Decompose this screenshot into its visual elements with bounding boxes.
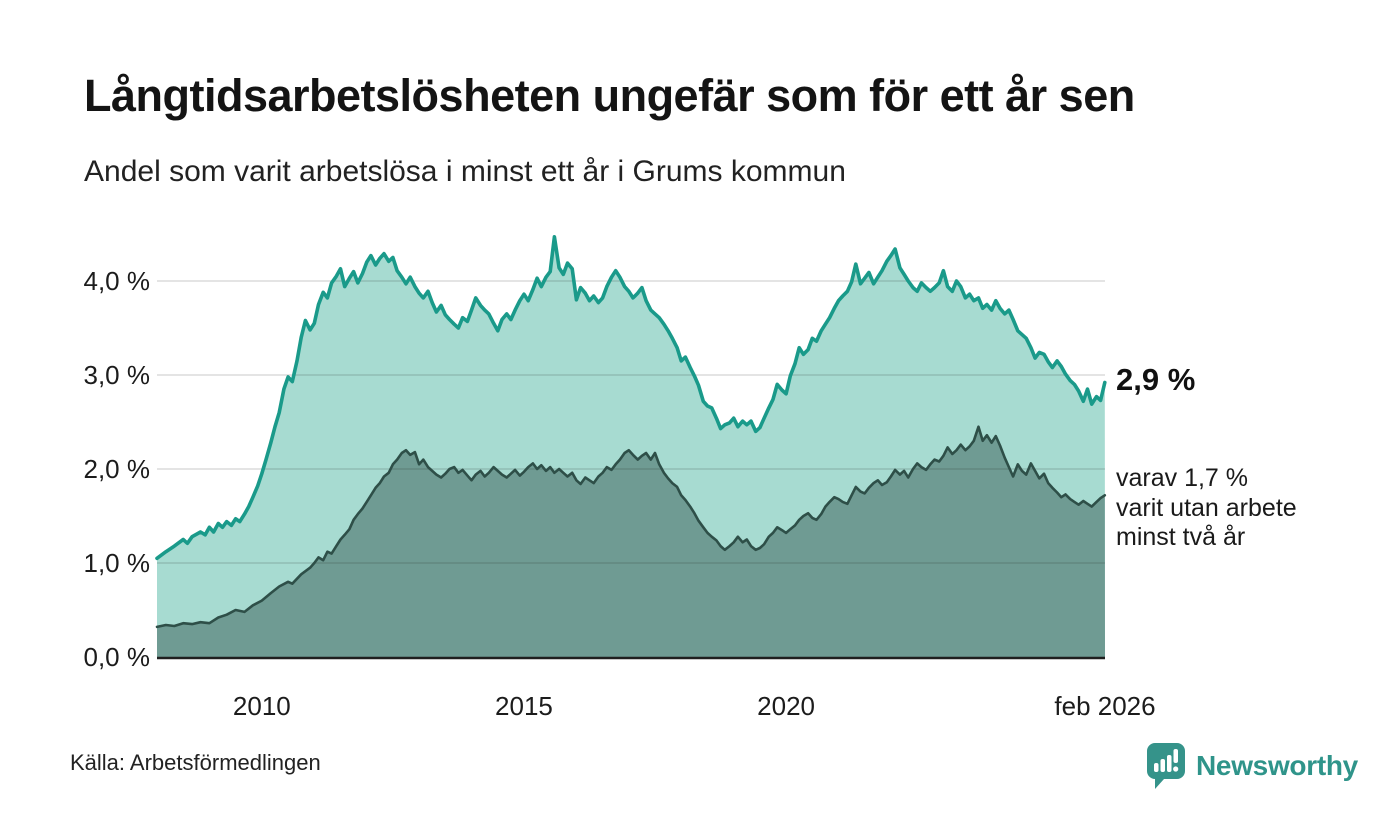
x-tick-label: 2020 — [757, 691, 816, 721]
y-tick-label: 4,0 % — [83, 266, 151, 296]
x-tick-label: feb 2026 — [1054, 691, 1156, 721]
latest-value-annotation: 2,9 % — [1116, 362, 1196, 397]
secondary-annotation: varav 1,7 % varit utan arbete minst två … — [1116, 464, 1297, 551]
series-line-1 — [155, 425, 1107, 629]
y-tick-label: 1,0 % — [83, 548, 151, 578]
newsworthy-logo-icon — [1146, 742, 1186, 795]
y-tick-label: 2,0 % — [83, 454, 151, 484]
series-area-1 — [157, 426, 1105, 657]
y-tick-label: 0,0 % — [83, 642, 151, 672]
newsworthy-logo: Newsworthy — [1146, 742, 1358, 795]
x-tick-label: 2015 — [495, 691, 553, 721]
page-title: Långtidsarbetslösheten ungefär som för e… — [84, 70, 1135, 121]
x-tick-label: 2010 — [232, 691, 291, 721]
speech-bubble-shape — [1147, 743, 1185, 789]
source-note: Källa: Arbetsförmedlingen — [70, 750, 321, 775]
y-tick-label: 3,0 % — [83, 360, 151, 390]
newsworthy-logo-text: Newsworthy — [1196, 750, 1358, 781]
page-subtitle: Andel som varit arbetslösa i minst ett å… — [84, 155, 846, 188]
series-line-0 — [155, 235, 1107, 561]
